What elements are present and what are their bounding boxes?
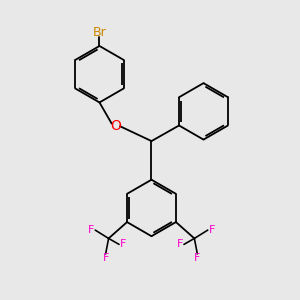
Text: F: F <box>208 225 215 235</box>
Text: F: F <box>177 239 183 249</box>
Text: F: F <box>120 239 126 249</box>
Text: F: F <box>194 253 200 263</box>
Text: Br: Br <box>93 26 106 39</box>
Text: F: F <box>88 225 94 235</box>
Text: F: F <box>102 253 109 263</box>
Text: O: O <box>110 118 121 133</box>
